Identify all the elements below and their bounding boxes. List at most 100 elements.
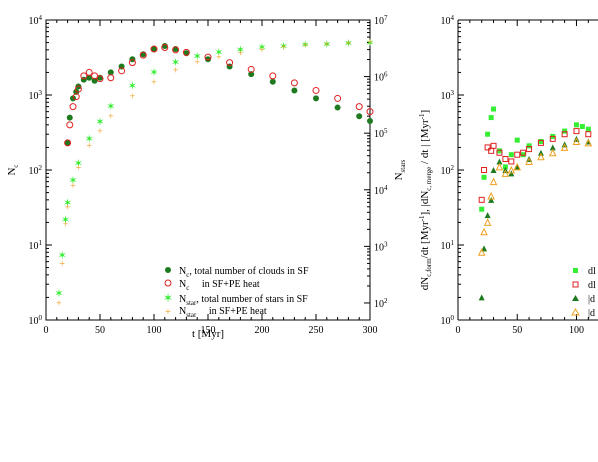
series3-point: ✶ [279, 41, 288, 53]
series4-point: + [194, 58, 200, 69]
svg-text:Nstar, total number of stars i: Nstar, total number of stars in SF [179, 294, 308, 307]
y-tick-label: 104 [441, 14, 455, 27]
y-tick-label: 103 [441, 89, 455, 102]
series4-point: + [86, 141, 92, 152]
legend-marker-filled-triangle [572, 295, 579, 301]
y-tick-label: 103 [29, 89, 43, 102]
rate-series4-point [560, 143, 569, 151]
left-y2-axis-label: Nstars [393, 159, 407, 180]
y-tick-label: 100 [29, 314, 43, 327]
rate-series3-point [496, 158, 503, 165]
legend-entry-clouds-sf: Nc, total number of clouds in SF [165, 266, 309, 279]
series4-point: + [97, 126, 103, 137]
y2-tick-label: 102 [374, 297, 388, 310]
y-tick-label: 101 [441, 239, 455, 252]
y2-tick-label: 104 [374, 184, 388, 197]
rate-series2-point [549, 135, 556, 142]
right-legend-label-1: dl [588, 266, 596, 277]
series3-point: ✶ [68, 175, 77, 187]
rate-series4-point [501, 169, 510, 177]
series3-point: ✶ [54, 288, 63, 300]
series3-point: ✶ [149, 67, 158, 79]
rate-series4-point [489, 177, 498, 186]
series4-point: + [367, 37, 373, 48]
series4-point: + [59, 259, 65, 270]
left-axis-ticks [45, 19, 371, 321]
right-legend-label-2: dl [588, 280, 596, 291]
series2-point [150, 45, 158, 53]
series3-point: ✶ [171, 57, 180, 69]
left-x-tick-labels: 0 50 100 150 200 250 300 [44, 325, 378, 336]
rate-series1-point [514, 137, 520, 143]
x-tick-label: 100 [147, 325, 162, 336]
series3-point: ✶ [193, 51, 202, 63]
left-y2-tick-labels: 102 103 104 105 106 107 [374, 14, 388, 310]
rate-series3-point [478, 294, 485, 301]
series1-point [356, 113, 363, 120]
right-axis-ticks [457, 19, 589, 321]
rate-series1-point [496, 148, 502, 154]
series2-point [182, 48, 190, 56]
right-legend-label-4: |d [588, 308, 595, 319]
series3-point: ✶ [61, 214, 70, 226]
series2-point [247, 65, 255, 73]
x-tick-label: 0 [44, 325, 49, 336]
rate-series4-point [537, 152, 545, 161]
right-legend-label-3: |d [588, 294, 595, 305]
series4-point: + [238, 49, 244, 60]
series3-point: ✶ [257, 42, 266, 54]
y2-tick-label: 103 [374, 240, 388, 253]
series1-point [313, 95, 319, 102]
series4-point: + [65, 202, 71, 213]
series4-point: + [259, 45, 265, 56]
y2-tick-label: 105 [374, 127, 388, 140]
legend-marker-filled-square [573, 268, 578, 273]
rate-series1-point [585, 126, 591, 132]
series3-point: ✶ [95, 117, 104, 129]
series3-point: ✶ [365, 38, 374, 50]
rate-series2-point [514, 151, 521, 158]
right-legend: dl dl |d |d [571, 266, 596, 319]
series4-point: + [324, 39, 330, 50]
series1-point [70, 95, 76, 102]
right-panel: 0 50 100 100 101 102 103 104 dNc,form/dt [Myr-… [418, 14, 598, 336]
legend-marker-filled-circle [165, 267, 171, 273]
rate-series1-point [485, 131, 491, 137]
series3-point: ✶ [301, 39, 310, 51]
rate-series4-point [572, 137, 581, 145]
rate-series1-point [526, 143, 532, 149]
rate-series2-point [502, 156, 509, 163]
series1-point [73, 88, 80, 95]
legend-marker-open-triangle [571, 308, 580, 316]
series4-point: + [63, 219, 69, 230]
series2-point [72, 93, 80, 101]
rate-series1-point [538, 138, 544, 144]
rate-series3-point [549, 144, 556, 151]
svg-text:Nc in SF+PE heat: Nc in SF+PE heat [179, 279, 260, 292]
left-y-axis-label: Nc [6, 164, 20, 175]
y2-tick-label: 107 [374, 14, 388, 27]
x-tick-label: 300 [363, 325, 378, 336]
rate-series3-point [488, 196, 495, 203]
rate-series1-point [502, 164, 508, 170]
rate-series3-point [484, 212, 491, 219]
legend-entry-stars-sf: ✶ Nstar, total number of stars in SF [163, 291, 308, 307]
rate-series2-point [496, 149, 503, 156]
rate-series2-point [585, 131, 592, 138]
rate-series4-point [495, 162, 504, 171]
series2-point [64, 139, 72, 147]
series2-point [85, 68, 93, 76]
rate-series1-point [579, 124, 585, 130]
y-tick-label: 102 [441, 164, 455, 177]
rate-series3-point [514, 163, 521, 170]
rate-series4-point [513, 162, 522, 171]
series1-point [66, 114, 73, 121]
series1-point [334, 104, 341, 111]
series4-point: + [70, 181, 76, 192]
series3-point: ✶ [63, 197, 72, 209]
series2-point [355, 103, 363, 111]
right-x-tick-labels: 0 50 100 [456, 325, 584, 336]
rate-series2-point [481, 167, 488, 173]
rate-series1-point [562, 128, 568, 134]
series4-point: + [281, 43, 287, 54]
